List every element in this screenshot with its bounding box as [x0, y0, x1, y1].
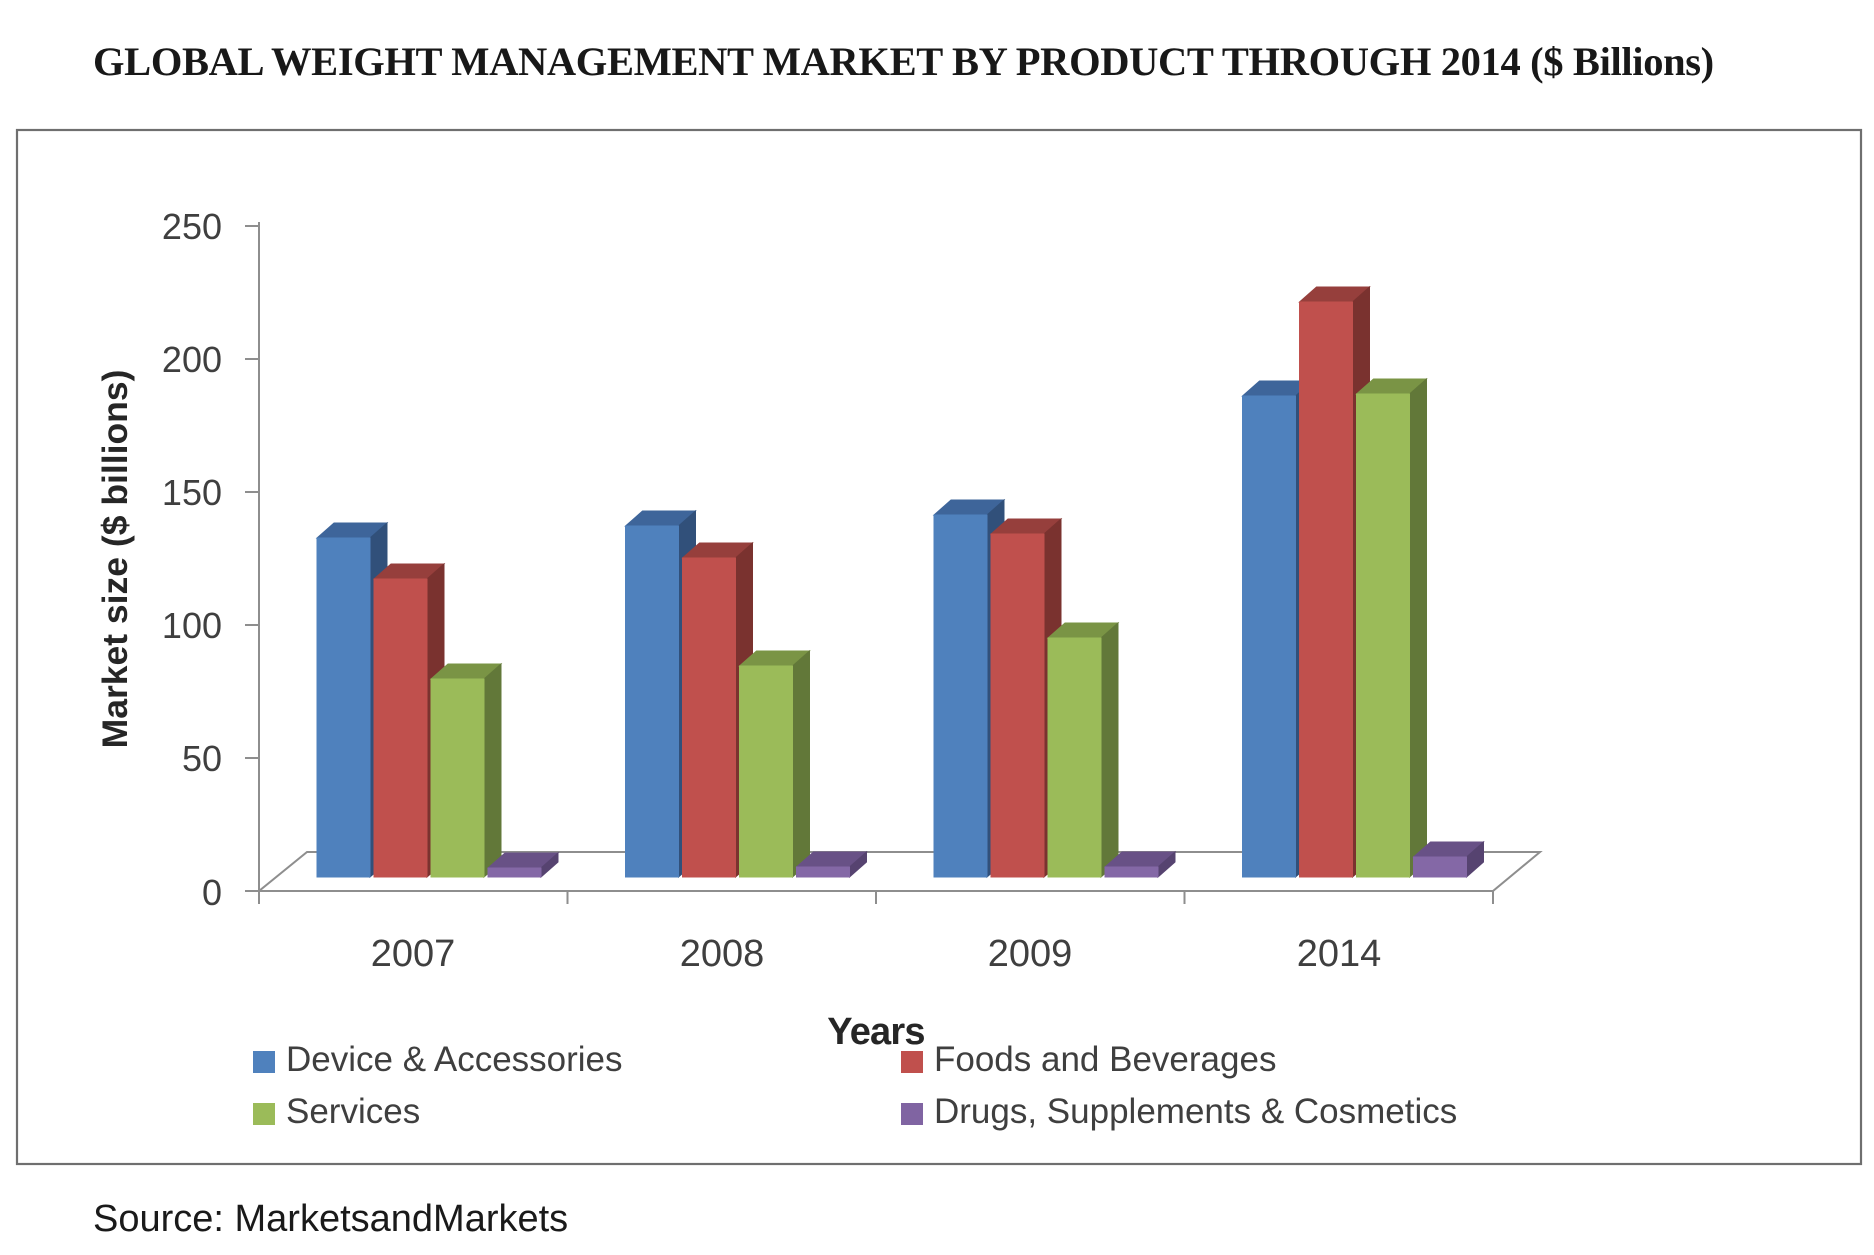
svg-text:100: 100 — [162, 605, 222, 646]
svg-text:2009: 2009 — [988, 933, 1073, 975]
svg-text:150: 150 — [162, 472, 222, 513]
svg-text:2014: 2014 — [1297, 933, 1382, 975]
svg-text:Market size ($ billions): Market size ($ billions) — [95, 370, 135, 749]
svg-text:0: 0 — [202, 872, 222, 913]
svg-text:50: 50 — [182, 738, 222, 779]
svg-text:Foods and Beverages: Foods and Beverages — [934, 1040, 1276, 1079]
svg-text:200: 200 — [162, 339, 222, 380]
svg-text:Years: Years — [827, 1011, 924, 1053]
svg-text:Source: MarketsandMarkets: Source: MarketsandMarkets — [93, 1198, 568, 1240]
svg-text:250: 250 — [162, 206, 222, 247]
svg-text:2008: 2008 — [680, 933, 765, 975]
svg-text:2007: 2007 — [371, 933, 456, 975]
svg-text:GLOBAL WEIGHT MANAGEMENT MARKE: GLOBAL WEIGHT MANAGEMENT MARKET BY PRODU… — [93, 39, 1714, 84]
svg-text:Services: Services — [286, 1092, 420, 1131]
svg-text:Drugs, Supplements & Cosmetics: Drugs, Supplements & Cosmetics — [934, 1092, 1457, 1131]
svg-text:Device & Accessories: Device & Accessories — [286, 1040, 623, 1079]
